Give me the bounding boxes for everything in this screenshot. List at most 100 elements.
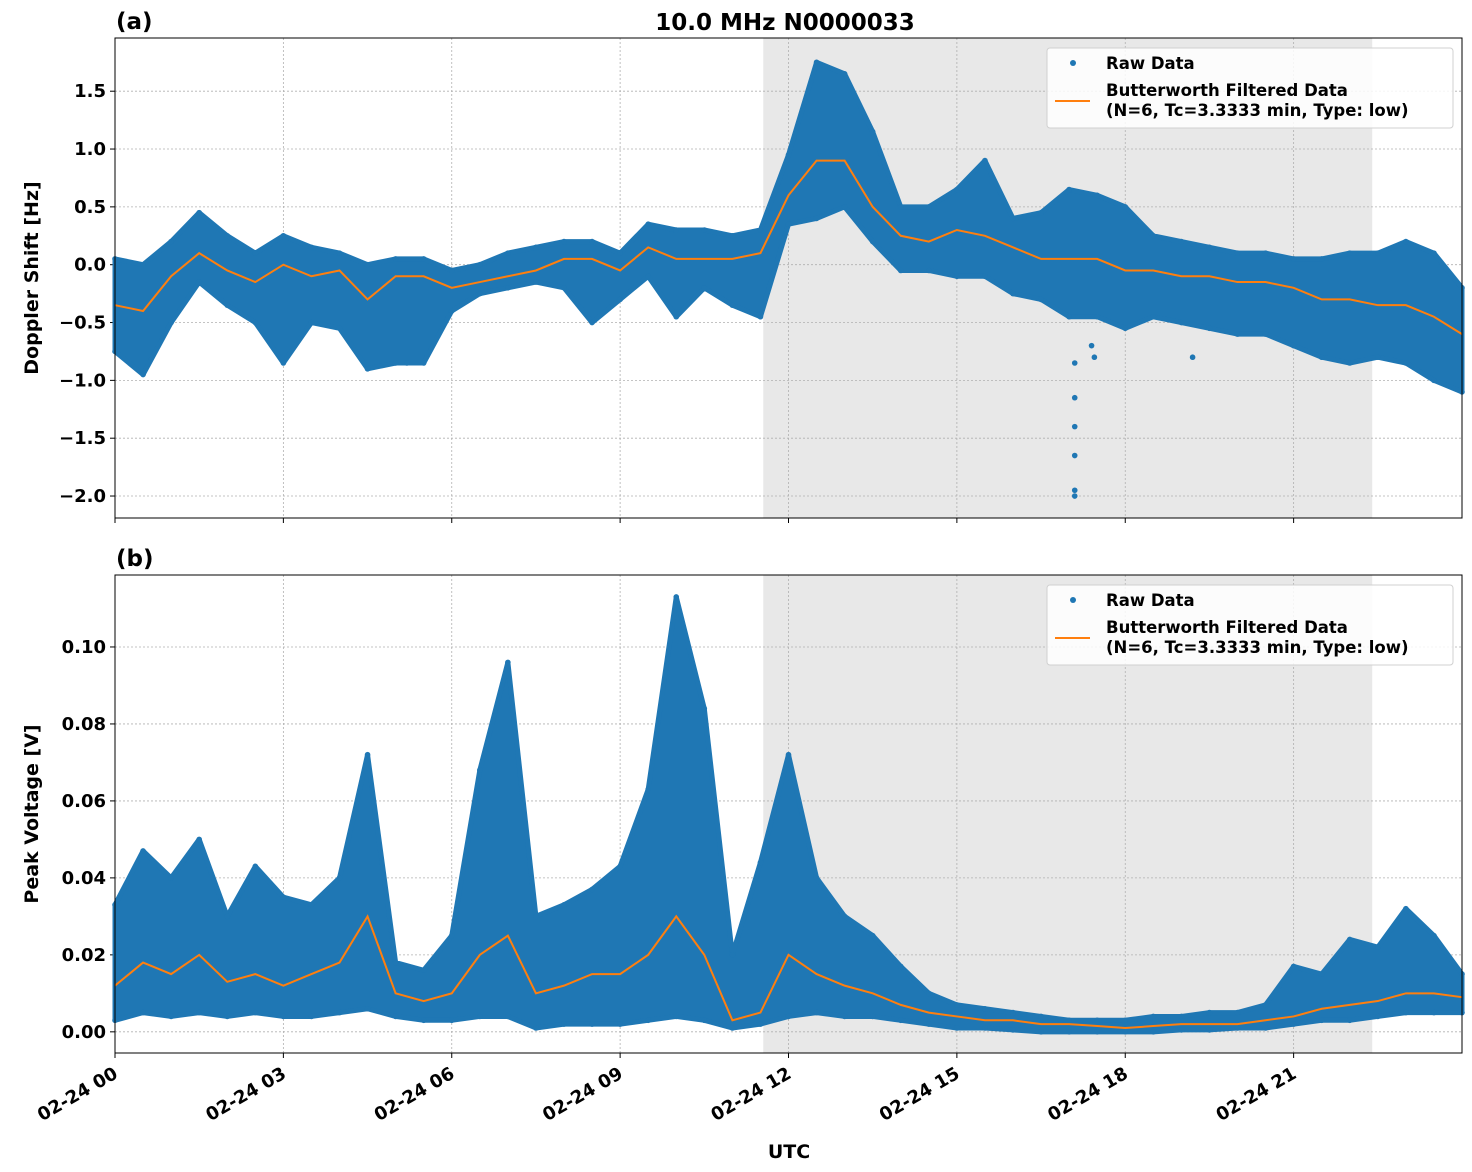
raw-data-point — [1262, 250, 1269, 256]
raw-data-point — [308, 902, 315, 908]
raw-data-point — [505, 659, 511, 666]
raw-data-point — [982, 1005, 988, 1012]
raw-data-point — [1178, 238, 1185, 245]
raw-data-point — [1094, 1017, 1100, 1024]
raw-data-point — [561, 1021, 567, 1027]
raw-data-point — [926, 267, 932, 274]
raw-data-outlier — [1071, 394, 1078, 401]
raw-data-point — [1403, 1009, 1409, 1016]
raw-data-point — [308, 1013, 315, 1020]
raw-data-point — [392, 256, 399, 262]
raw-data-point — [364, 751, 371, 758]
raw-data-point — [505, 250, 511, 256]
raw-data-point — [1066, 186, 1072, 193]
raw-data-point — [1010, 1009, 1016, 1016]
raw-data-point — [364, 1005, 371, 1012]
y-tick-label: 1.5 — [74, 81, 106, 102]
raw-data-point — [1066, 1017, 1072, 1024]
y-tick-label: 0.08 — [62, 714, 106, 735]
raw-data-point — [1122, 325, 1129, 332]
raw-data-point — [813, 215, 820, 222]
raw-data-point — [1122, 204, 1129, 210]
raw-data-point — [1122, 1029, 1129, 1035]
raw-data-point — [1431, 377, 1437, 384]
raw-data-point — [617, 250, 623, 256]
raw-data-point — [897, 963, 904, 970]
raw-data-point — [1234, 1009, 1241, 1016]
raw-data-point — [1318, 971, 1325, 977]
raw-data-point — [448, 1017, 455, 1024]
raw-data-point — [869, 932, 876, 939]
raw-data-point — [1262, 1025, 1269, 1031]
raw-data-point — [561, 285, 567, 291]
raw-data-point — [1290, 963, 1297, 970]
raw-data-point — [617, 1021, 623, 1027]
y-tick-label: −2.0 — [59, 486, 106, 507]
raw-data-point — [869, 1013, 876, 1020]
raw-data-point — [1150, 313, 1157, 320]
raw-data-point — [1094, 192, 1100, 199]
raw-data-point — [140, 1009, 146, 1016]
raw-data-point — [477, 261, 483, 268]
raw-data-point — [224, 913, 231, 920]
y-tick-label: 0.06 — [62, 791, 106, 812]
raw-data-point — [1206, 244, 1213, 251]
raw-data-point — [1206, 325, 1213, 332]
raw-data-point — [477, 1013, 483, 1020]
y-tick-label: 0.5 — [74, 197, 106, 218]
raw-data-point — [1038, 296, 1044, 303]
raw-data-point — [701, 227, 708, 233]
raw-data-point — [1178, 319, 1185, 326]
raw-data-point — [336, 875, 343, 881]
raw-data-point — [841, 1013, 848, 1020]
raw-data-outlier — [404, 360, 410, 366]
raw-data-point — [280, 360, 287, 366]
raw-data-point — [533, 279, 539, 285]
raw-data-point — [729, 232, 736, 239]
raw-data-point — [645, 786, 651, 793]
raw-data-point — [757, 227, 764, 233]
legend-raw-marker — [1070, 597, 1076, 603]
raw-data-point — [280, 232, 287, 239]
raw-data-point — [869, 238, 876, 245]
raw-data-point — [729, 1025, 736, 1031]
raw-data-point — [785, 751, 792, 758]
raw-data-point — [785, 221, 792, 228]
raw-data-point — [477, 767, 483, 773]
raw-data-point — [701, 285, 708, 291]
raw-data-point — [673, 594, 680, 600]
y-axis-label: Doppler Shift [Hz] — [21, 181, 43, 374]
x-tick-label: 02-24 12 — [708, 1063, 795, 1126]
raw-data-point — [673, 1013, 680, 1020]
raw-data-outlier — [364, 365, 371, 372]
raw-data-point — [533, 913, 539, 920]
raw-data-point — [448, 308, 455, 314]
legend: Raw Data Butterworth Filtered Data(N=6, T… — [1046, 47, 1454, 129]
raw-data-point — [954, 273, 960, 280]
raw-data-point — [589, 1021, 595, 1027]
y-tick-label: −1.0 — [59, 370, 106, 391]
panel-b: 0.00 0.02 0.04 0.06 0.08 0.10 02-24 00 02-24 03… — [21, 546, 1465, 1126]
raw-data-point — [869, 128, 876, 135]
raw-data-point — [897, 267, 904, 274]
raw-data-point — [392, 959, 399, 966]
raw-data-point — [224, 232, 231, 239]
y-tick-label: −0.5 — [59, 313, 106, 334]
raw-data-point — [1010, 1027, 1016, 1033]
raw-data-point — [982, 1025, 988, 1031]
raw-data-point — [813, 875, 820, 881]
x-tick-label: 02-24 09 — [539, 1063, 626, 1126]
raw-data-point — [1206, 1009, 1213, 1016]
raw-data-outlier — [1071, 360, 1078, 366]
figure-title: 10.0 MHz N0000033 — [655, 10, 915, 36]
y-tick-label: 0.04 — [62, 868, 106, 889]
legend-filtered-params: (N=6, Tc=3.3333 min, Type: low) — [1106, 638, 1409, 657]
legend-filtered-label: Butterworth Filtered Data — [1106, 618, 1348, 637]
raw-data-point — [1318, 256, 1325, 262]
raw-data-point — [392, 1013, 399, 1020]
raw-data-point — [645, 1017, 651, 1024]
y-tick-label: 0.10 — [62, 637, 106, 658]
raw-data-point — [1150, 232, 1157, 239]
raw-data-point — [982, 157, 988, 164]
raw-data-point — [392, 360, 399, 366]
